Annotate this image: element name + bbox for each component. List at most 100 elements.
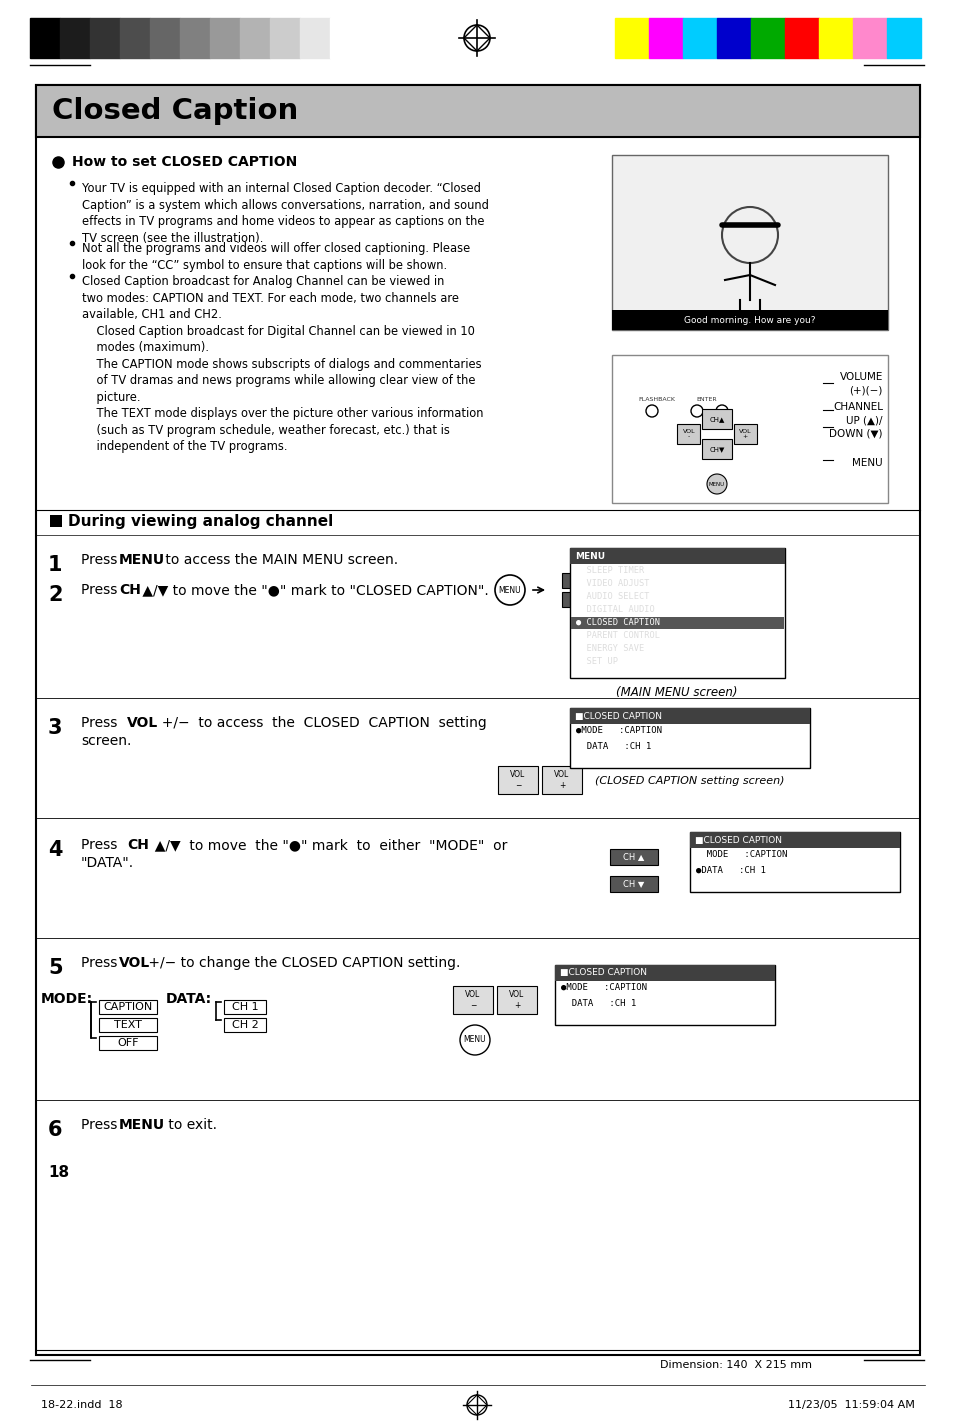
Text: ●MODE   :CAPTION: ●MODE :CAPTION — [576, 725, 661, 734]
Bar — [99, 1017, 157, 1032]
Text: 18-22.indd  18: 18-22.indd 18 — [41, 1399, 123, 1409]
Bar — [784, 19, 818, 58]
Bar — [240, 19, 270, 58]
Text: 11/23/05  11:59:04 AM: 11/23/05 11:59:04 AM — [787, 1399, 914, 1409]
Text: During viewing analog channel: During viewing analog channel — [68, 513, 333, 529]
Bar — [497, 767, 537, 794]
Text: VOL: VOL — [119, 956, 150, 970]
Text: MENU: MENU — [498, 586, 520, 594]
Text: (CLOSED CAPTION setting screen): (CLOSED CAPTION setting screen) — [595, 777, 784, 787]
Text: DATA   :CH 1: DATA :CH 1 — [560, 999, 636, 1007]
Text: MENU: MENU — [119, 553, 165, 567]
Text: MENU: MENU — [463, 1036, 486, 1045]
Bar — [886, 19, 920, 58]
Text: Press: Press — [81, 553, 122, 567]
Text: CH 1: CH 1 — [232, 1002, 258, 1012]
Bar — [210, 19, 240, 58]
Text: AUDIO SELECT: AUDIO SELECT — [576, 591, 649, 600]
Bar — [60, 19, 90, 58]
Bar — [224, 1000, 266, 1015]
Bar — [99, 1000, 157, 1015]
Bar — [609, 876, 658, 892]
Bar — [561, 591, 601, 607]
Bar — [453, 986, 493, 1015]
Text: CH: CH — [119, 583, 141, 597]
Text: VOL
-: VOL - — [682, 429, 695, 439]
Text: Good morning. How are you?: Good morning. How are you? — [683, 315, 815, 325]
Text: CHANNEL: CHANNEL — [832, 402, 882, 412]
Bar — [120, 19, 150, 58]
Bar — [677, 425, 700, 445]
Text: MODE   :CAPTION: MODE :CAPTION — [696, 849, 786, 858]
Text: screen.: screen. — [81, 734, 132, 748]
Bar — [569, 708, 809, 768]
Text: CH 2: CH 2 — [232, 1020, 258, 1030]
Text: (MAIN MENU screen): (MAIN MENU screen) — [616, 685, 737, 700]
Bar — [818, 19, 852, 58]
Text: +/− to change the CLOSED CAPTION setting.: +/− to change the CLOSED CAPTION setting… — [144, 956, 460, 970]
Text: Press: Press — [81, 838, 126, 852]
Bar — [299, 19, 330, 58]
Text: MENU: MENU — [851, 457, 882, 467]
Text: TEXT: TEXT — [114, 1020, 142, 1030]
Text: Press: Press — [81, 715, 126, 730]
Bar — [717, 19, 750, 58]
Text: CH▲: CH▲ — [709, 416, 724, 422]
Text: VOL
+: VOL + — [554, 771, 569, 789]
Bar — [99, 1036, 157, 1050]
Text: CH ▲: CH ▲ — [572, 577, 591, 586]
Text: VOL
−: VOL − — [510, 771, 525, 789]
Bar — [612, 311, 887, 331]
Bar — [180, 19, 210, 58]
Circle shape — [706, 475, 726, 494]
Text: ●DATA   :CH 1: ●DATA :CH 1 — [696, 865, 765, 875]
Bar — [750, 19, 784, 58]
Bar — [270, 19, 299, 58]
Text: ■CLOSED CAPTION: ■CLOSED CAPTION — [695, 835, 781, 845]
Text: 18: 18 — [48, 1166, 69, 1180]
Bar — [541, 767, 581, 794]
Bar — [689, 832, 899, 892]
Text: 6: 6 — [48, 1120, 63, 1140]
Text: Closed Caption: Closed Caption — [52, 97, 298, 125]
Bar — [555, 965, 774, 980]
Bar — [682, 19, 717, 58]
Bar — [733, 425, 757, 445]
Text: to access the MAIN MENU screen.: to access the MAIN MENU screen. — [161, 553, 397, 567]
Bar — [569, 708, 809, 724]
Bar — [50, 514, 62, 527]
Text: MENU: MENU — [708, 482, 724, 486]
Text: VOL: VOL — [127, 715, 158, 730]
Text: Press: Press — [81, 1119, 122, 1131]
Text: ▲/▼  to move  the "●" mark  to  either  "MODE"  or: ▲/▼ to move the "●" mark to either "MODE… — [146, 838, 507, 852]
Circle shape — [459, 1025, 490, 1054]
Text: +/−  to access  the  CLOSED  CAPTION  setting: +/− to access the CLOSED CAPTION setting — [152, 715, 486, 730]
Text: CH▼: CH▼ — [709, 446, 724, 452]
Text: OFF: OFF — [117, 1037, 138, 1047]
Bar — [561, 573, 601, 589]
Text: ●MODE   :CAPTION: ●MODE :CAPTION — [560, 982, 646, 992]
Bar — [689, 832, 899, 848]
Text: How to set CLOSED CAPTION: How to set CLOSED CAPTION — [71, 155, 297, 170]
Text: VOL
+: VOL + — [738, 429, 751, 439]
Bar — [36, 86, 919, 1355]
Bar — [330, 19, 359, 58]
Bar — [569, 549, 784, 678]
Text: Closed Caption broadcast for Analog Channel can be viewed in
two modes: CAPTION : Closed Caption broadcast for Analog Chan… — [82, 275, 483, 453]
Text: PARENT CONTROL: PARENT CONTROL — [576, 630, 659, 640]
Text: VOL
+: VOL + — [509, 990, 524, 1010]
Text: DOWN (▼): DOWN (▼) — [828, 428, 882, 437]
Text: "DATA".: "DATA". — [81, 856, 134, 871]
Text: ENERGY SAVE: ENERGY SAVE — [576, 644, 643, 653]
Text: ▲/▼ to move the "●" mark to "CLOSED CAPTION".: ▲/▼ to move the "●" mark to "CLOSED CAPT… — [138, 583, 488, 597]
Text: 5: 5 — [48, 958, 63, 978]
Text: VOL
−: VOL − — [465, 990, 480, 1010]
Bar — [701, 409, 731, 429]
Bar — [36, 86, 919, 137]
Text: VOLUME: VOLUME — [839, 372, 882, 382]
Bar — [497, 986, 537, 1015]
Text: CAPTION: CAPTION — [103, 1002, 152, 1012]
Text: 4: 4 — [48, 839, 63, 861]
Text: ● CLOSED CAPTION: ● CLOSED CAPTION — [576, 617, 659, 627]
Text: CH ▼: CH ▼ — [572, 596, 591, 604]
